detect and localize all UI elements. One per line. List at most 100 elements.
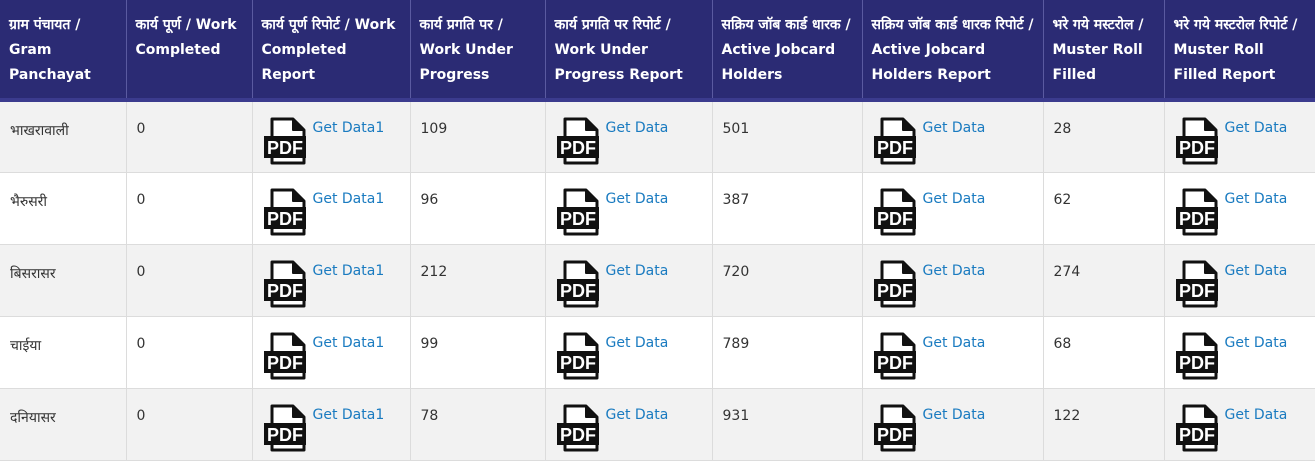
get-data-link[interactable]: Get Data [1224, 334, 1288, 351]
pdf-label: PDF [1179, 138, 1215, 158]
report-link-group[interactable]: PDF Get Data [1175, 188, 1305, 236]
report-link-group[interactable]: PDF Get Data [556, 117, 702, 165]
get-data-link[interactable]: Get Data [605, 334, 669, 351]
table-row: बिसरासर 0 PDF Get Data1 212 PDF Get Data 720 PDF… [0, 244, 1315, 317]
cell-work-completed-report: PDF Get Data1 [252, 244, 411, 317]
pdf-label: PDF [1179, 209, 1215, 229]
table-row: दनियासर 0 PDF Get Data1 78 PDF Get Data 931 PDF G… [0, 388, 1315, 461]
get-data-link[interactable]: Get Data [1224, 190, 1288, 207]
cell-work-under-progress: 109 [410, 100, 546, 173]
get-data-link[interactable]: Get Data [922, 334, 986, 351]
cell-panchayat-name: भैरुसरी [0, 172, 127, 245]
cell-work-under-progress: 78 [410, 388, 546, 461]
cell-work-completed: 0 [126, 100, 253, 173]
get-data-link[interactable]: Get Data [922, 190, 986, 207]
report-link-group[interactable]: PDF Get Data1 [263, 260, 400, 308]
pdf-label: PDF [560, 281, 596, 301]
cell-work-under-progress-report: PDF Get Data [545, 172, 713, 245]
get-data-link[interactable]: Get Data [1224, 262, 1288, 279]
table-header-row: ग्राम पंचायत / Gram Panchayat कार्य पूर्… [0, 0, 1315, 102]
report-link-group[interactable]: PDF Get Data [873, 188, 1033, 236]
get-data-link[interactable]: Get Data1 [312, 262, 385, 279]
cell-muster-roll-filled-report: PDF Get Data [1164, 172, 1315, 245]
report-link-group[interactable]: PDF Get Data [556, 188, 702, 236]
report-link-group[interactable]: PDF Get Data1 [263, 188, 400, 236]
cell-panchayat-name: दनियासर [0, 388, 127, 461]
pdf-label: PDF [877, 281, 913, 301]
get-data-link[interactable]: Get Data [1224, 120, 1288, 136]
cell-work-under-progress-report: PDF Get Data [545, 316, 713, 389]
cell-work-completed-report: PDF Get Data1 [252, 388, 411, 461]
cell-work-completed-report: PDF Get Data1 [252, 172, 411, 245]
pdf-file-icon: PDF [1175, 404, 1225, 452]
report-link-group[interactable]: PDF Get Data [873, 117, 1033, 165]
cell-panchayat-name: भाखरावाली [0, 100, 127, 173]
get-data-link[interactable]: Get Data [605, 262, 669, 279]
cell-panchayat-name: बिसरासर [0, 244, 127, 317]
cell-active-jobcard-holders-report: PDF Get Data [862, 316, 1044, 389]
col-header-muster-roll-filled: भरे गये मस्टरोल / Muster Roll Filled [1043, 0, 1165, 102]
cell-work-completed: 0 [126, 244, 253, 317]
get-data-link[interactable]: Get Data1 [312, 334, 385, 351]
col-header-work-under-progress: कार्य प्रगति पर / Work Under Progress [410, 0, 546, 102]
report-link-group[interactable]: PDF Get Data [1175, 332, 1305, 380]
pdf-label: PDF [560, 209, 596, 229]
col-header-active-jobcard-holders: सक्रिय जॉब कार्ड धारक / Active Jobcard H… [712, 0, 863, 102]
cell-active-jobcard-holders: 501 [712, 100, 863, 173]
pdf-file-icon: PDF [263, 404, 313, 452]
cell-work-under-progress-report: PDF Get Data [545, 100, 713, 173]
pdf-label: PDF [877, 209, 913, 229]
get-data-link[interactable]: Get Data [605, 190, 669, 207]
report-link-group[interactable]: PDF Get Data1 [263, 404, 400, 452]
cell-muster-roll-filled: 68 [1043, 316, 1165, 389]
col-header-work-under-progress-report: कार्य प्रगति पर रिपोर्ट / Work Under Pro… [545, 0, 713, 102]
pdf-label: PDF [267, 138, 303, 158]
cell-active-jobcard-holders-report: PDF Get Data [862, 172, 1044, 245]
pdf-label: PDF [267, 281, 303, 301]
pdf-file-icon: PDF [873, 332, 923, 380]
report-link-group[interactable]: PDF Get Data [556, 404, 702, 452]
cell-work-under-progress: 96 [410, 172, 546, 245]
report-link-group[interactable]: PDF Get Data [1175, 404, 1305, 452]
report-link-group[interactable]: PDF Get Data [1175, 117, 1305, 165]
col-header-work-completed-report: कार्य पूर्ण रिपोर्ट / Work Completed Rep… [252, 0, 411, 102]
report-link-group[interactable]: PDF Get Data [556, 332, 702, 380]
cell-panchayat-name: चाईया [0, 316, 127, 389]
report-link-group[interactable]: PDF Get Data [873, 404, 1033, 452]
pdf-label: PDF [1179, 281, 1215, 301]
get-data-link[interactable]: Get Data [605, 120, 669, 136]
get-data-link[interactable]: Get Data [922, 262, 986, 279]
get-data-link[interactable]: Get Data [605, 406, 669, 423]
cell-active-jobcard-holders: 931 [712, 388, 863, 461]
pdf-file-icon: PDF [263, 260, 313, 308]
cell-active-jobcard-holders: 387 [712, 172, 863, 245]
report-link-group[interactable]: PDF Get Data [556, 260, 702, 308]
cell-muster-roll-filled-report: PDF Get Data [1164, 388, 1315, 461]
pdf-file-icon: PDF [1175, 260, 1225, 308]
pdf-label: PDF [560, 425, 596, 445]
report-link-group[interactable]: PDF Get Data [1175, 260, 1305, 308]
get-data-link[interactable]: Get Data [922, 406, 986, 423]
get-data-link[interactable]: Get Data [1224, 406, 1288, 423]
report-link-group[interactable]: PDF Get Data1 [263, 117, 400, 165]
cell-muster-roll-filled: 28 [1043, 100, 1165, 173]
cell-muster-roll-filled-report: PDF Get Data [1164, 244, 1315, 317]
cell-work-under-progress: 99 [410, 316, 546, 389]
get-data-link[interactable]: Get Data1 [312, 190, 385, 207]
pdf-file-icon: PDF [556, 188, 606, 236]
get-data-link[interactable]: Get Data [922, 120, 986, 136]
report-link-group[interactable]: PDF Get Data1 [263, 332, 400, 380]
cell-work-completed-report: PDF Get Data1 [252, 100, 411, 173]
report-link-group[interactable]: PDF Get Data [873, 260, 1033, 308]
pdf-label: PDF [560, 353, 596, 373]
cell-active-jobcard-holders: 720 [712, 244, 863, 317]
report-link-group[interactable]: PDF Get Data [873, 332, 1033, 380]
cell-active-jobcard-holders: 789 [712, 316, 863, 389]
col-header-muster-roll-filled-report: भरे गये मस्टरोल रिपोर्ट / Muster Roll Fi… [1164, 0, 1315, 102]
cell-work-under-progress-report: PDF Get Data [545, 244, 713, 317]
get-data-link[interactable]: Get Data1 [312, 406, 385, 423]
pdf-label: PDF [267, 209, 303, 229]
pdf-file-icon: PDF [263, 332, 313, 380]
cell-active-jobcard-holders-report: PDF Get Data [862, 244, 1044, 317]
get-data-link[interactable]: Get Data1 [312, 120, 385, 136]
